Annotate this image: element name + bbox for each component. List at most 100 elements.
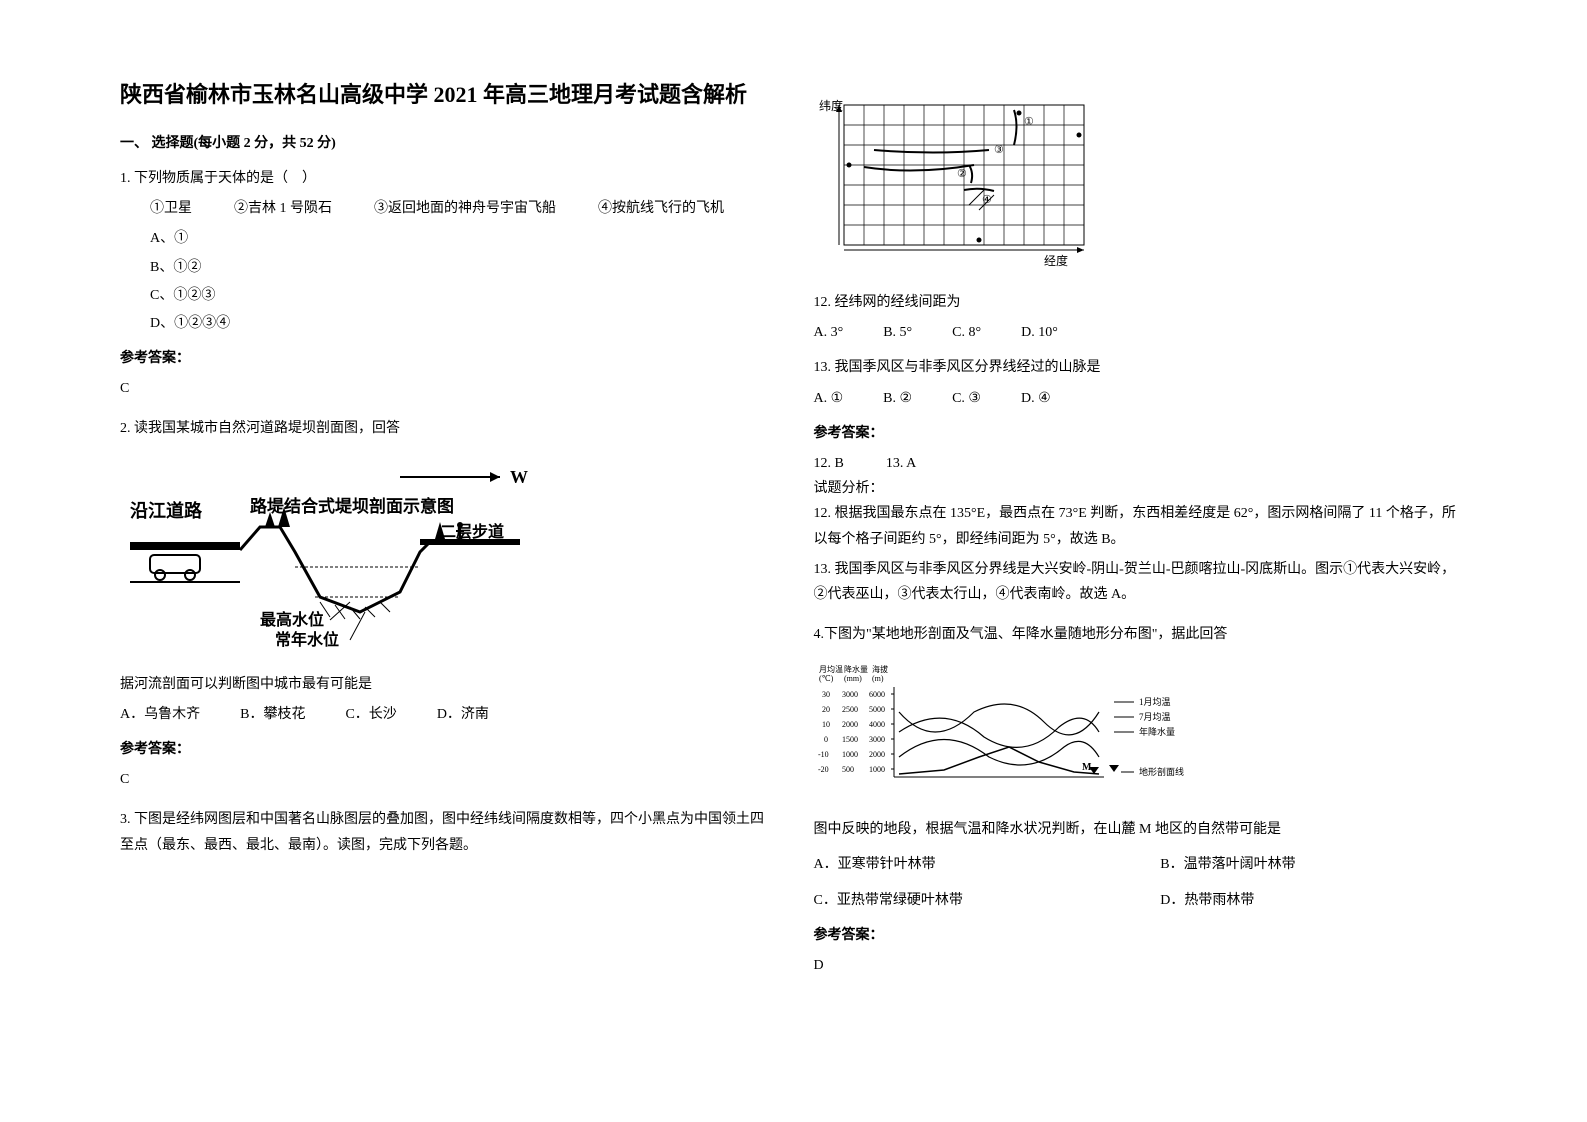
q12-opt-a: A. 3° — [814, 320, 844, 345]
q1-opt-c: C、①②③ — [150, 283, 774, 308]
q2-level2-label: 二层步道 — [440, 522, 504, 541]
q4-legend: 1月均温 7月均温 年降水量 地形剖面线 — [1109, 696, 1184, 777]
q3-mark-2: ② — [957, 168, 967, 180]
q1-opt-d: D、①②③④ — [150, 311, 774, 336]
svg-text:1月均温: 1月均温 — [1139, 696, 1171, 707]
q1-answer: C — [120, 376, 774, 401]
q4-figure: 月均温 (℃) 降水量 (mm) 海拔 (m) 30 20 10 0 -10 -… — [814, 662, 1468, 802]
svg-text:1500: 1500 — [842, 735, 858, 744]
q1-stem: 1. 下列物质属于天体的是（ ） — [120, 166, 774, 191]
q1-opt-b: B、①② — [150, 255, 774, 280]
svg-text:3000: 3000 — [869, 735, 885, 744]
q13-options: A. ① B. ② C. ③ D. ④ — [814, 386, 1468, 411]
grid-map-icon: 纬度 ① ② — [814, 95, 1114, 275]
q12-explanation: 12. 根据我国最东点在 135°E，最西点在 73°E 判断，东西相差经度是 … — [814, 501, 1468, 551]
q2-opt-c: C．长沙 — [345, 702, 396, 727]
q2-normal-label: 常年水位 — [275, 630, 339, 649]
svg-text:4000: 4000 — [869, 720, 885, 729]
left-column: 陕西省榆林市玉林名山高级中学 2021 年高三地理月考试题含解析 一、 选择题(… — [100, 80, 794, 1082]
svg-text:7月均温: 7月均温 — [1139, 711, 1171, 722]
svg-text:-20: -20 — [818, 765, 829, 774]
q1-options: A、① B、①② C、①②③ D、①②③④ — [150, 226, 774, 336]
q1-items: ①卫星 ②吉林 1 号陨石 ③返回地面的神舟号宇宙飞船 ④按航线飞行的飞机 — [150, 196, 774, 221]
q13-opt-c: C. ③ — [952, 386, 981, 411]
q4-sub: 图中反映的地段，根据气温和降水状况判断，在山麓 M 地区的自然带可能是 — [814, 817, 1468, 842]
q12-options: A. 3° B. 5° C. 8° D. 10° — [814, 320, 1468, 345]
q2-title-label: 路堤结合式堤坝剖面示意图 — [250, 496, 454, 516]
q12-opt-c: C. 8° — [952, 320, 981, 345]
question-4: 4.下图为"某地地形剖面及气温、年降水量随地形分布图"，据此回答 月均温 (℃)… — [814, 622, 1468, 913]
q4-stem: 4.下图为"某地地形剖面及气温、年降水量随地形分布图"，据此回答 — [814, 622, 1468, 647]
question-13: 13. 我国季风区与非季风区分界线经过的山脉是 A. ① B. ② C. ③ D… — [814, 355, 1468, 410]
q3-figure: 纬度 ① ② — [814, 95, 1468, 275]
q2-opt-b: B．攀枝花 — [240, 702, 305, 727]
svg-text:2000: 2000 — [842, 720, 858, 729]
svg-text:0: 0 — [824, 735, 828, 744]
svg-text:地形剖面线: 地形剖面线 — [1139, 766, 1184, 777]
q13-opt-a: A. ① — [814, 386, 844, 411]
q12-opt-d: D. 10° — [1021, 320, 1058, 345]
q3-mark-3: ③ — [994, 144, 1004, 156]
q12-13-answer-label: 参考答案： — [814, 421, 1468, 446]
q13-explanation: 13. 我国季风区与非季风区分界线是大兴安岭-阴山-贺兰山-巴颜喀拉山-冈底斯山… — [814, 557, 1468, 607]
q4-yaxis1: 月均温 — [819, 664, 843, 674]
right-column: 纬度 ① ② — [794, 80, 1488, 1082]
svg-text:1000: 1000 — [842, 750, 858, 759]
q3-mark-4: ④ — [982, 194, 992, 206]
svg-text:500: 500 — [842, 765, 854, 774]
q2-max-label: 最高水位 — [260, 610, 324, 629]
document-title: 陕西省榆林市玉林名山高级中学 2021 年高三地理月考试题含解析 — [120, 80, 774, 111]
svg-text:10: 10 — [822, 720, 830, 729]
svg-text:5000: 5000 — [869, 705, 885, 714]
question-1: 1. 下列物质属于天体的是（ ） ①卫星 ②吉林 1 号陨石 ③返回地面的神舟号… — [120, 166, 774, 336]
q2-figure: W 沿江道路 路堤结合式堤坝剖面示意图 二层步道 — [120, 457, 774, 657]
question-3: 3. 下图是经纬网图层和中国著名山脉图层的叠加图，图中经纬线间隔度数相等，四个小… — [120, 807, 774, 857]
q4-yaxis2: 降水量 — [844, 664, 868, 674]
q4-answer-label: 参考答案： — [814, 923, 1468, 948]
q3-mark-1: ① — [1024, 116, 1034, 128]
svg-text:30: 30 — [822, 690, 830, 699]
svg-text:-10: -10 — [818, 750, 829, 759]
q4-yaxis2u: (mm) — [844, 674, 862, 683]
terrain-chart-icon: 月均温 (℃) 降水量 (mm) 海拔 (m) 30 20 10 0 -10 -… — [814, 662, 1234, 802]
q2-answer-label: 参考答案： — [120, 737, 774, 762]
svg-text:20: 20 — [822, 705, 830, 714]
q4-yaxis3: 海拔 — [872, 664, 888, 674]
q2-options: A．乌鲁木齐 B．攀枝花 C．长沙 D．济南 — [120, 702, 774, 727]
q2-opt-d: D．济南 — [437, 702, 489, 727]
river-cross-section-icon: W 沿江道路 路堤结合式堤坝剖面示意图 二层步道 — [120, 457, 540, 657]
car-icon — [150, 555, 200, 580]
q12-13-analysis-label: 试题分析： — [814, 476, 1468, 501]
q4-opt-b: B．温带落叶阔叶林带 — [1160, 852, 1467, 877]
q12-stem: 12. 经纬网的经线间距为 — [814, 290, 1468, 315]
q2-answer: C — [120, 767, 774, 792]
q3-stem: 3. 下图是经纬网图层和中国著名山脉图层的叠加图，图中经纬线间隔度数相等，四个小… — [120, 807, 774, 857]
svg-text:年降水量: 年降水量 — [1139, 726, 1175, 737]
q1-opt-a: A、① — [150, 226, 774, 251]
svg-text:3000: 3000 — [842, 690, 858, 699]
q2-opt-a: A．乌鲁木齐 — [120, 702, 200, 727]
question-12: 12. 经纬网的经线间距为 A. 3° B. 5° C. 8° D. 10° — [814, 290, 1468, 345]
q3-xlabel: 经度 — [1044, 253, 1068, 268]
svg-text:2000: 2000 — [869, 750, 885, 759]
q4-opt-d: D．热带雨林带 — [1160, 888, 1467, 913]
q12-opt-b: B. 5° — [883, 320, 912, 345]
q2-w-label: W — [510, 467, 528, 487]
q12-13-answer-line: 12. B 13. A — [814, 451, 1468, 476]
q4-opt-a: A．亚寒带针叶林带 — [814, 852, 1121, 877]
q2-stem: 2. 读我国某城市自然河道路堤坝剖面图，回答 — [120, 416, 774, 441]
q2-road-label: 沿江道路 — [130, 500, 203, 521]
q4-answer: D — [814, 953, 1468, 978]
q1-answer-label: 参考答案： — [120, 346, 774, 371]
question-2: 2. 读我国某城市自然河道路堤坝剖面图，回答 W 沿江道路 路堤结合式堤坝剖面示… — [120, 416, 774, 727]
q13-stem: 13. 我国季风区与非季风区分界线经过的山脉是 — [814, 355, 1468, 380]
q13-opt-b: B. ② — [883, 386, 912, 411]
svg-text:1000: 1000 — [869, 765, 885, 774]
q4-opt-c: C．亚热带常绿硬叶林带 — [814, 888, 1121, 913]
q4-ticks: 30 20 10 0 -10 -20 3000 2500 2000 1500 1… — [818, 690, 885, 774]
q4-options: A．亚寒带针叶林带 B．温带落叶阔叶林带 C．亚热带常绿硬叶林带 D．热带雨林带 — [814, 852, 1468, 912]
svg-text:6000: 6000 — [869, 690, 885, 699]
q4-yaxis3u: (m) — [872, 674, 884, 683]
q2-sub: 据河流剖面可以判断图中城市最有可能是 — [120, 672, 774, 697]
section-heading: 一、 选择题(每小题 2 分，共 52 分) — [120, 131, 774, 156]
